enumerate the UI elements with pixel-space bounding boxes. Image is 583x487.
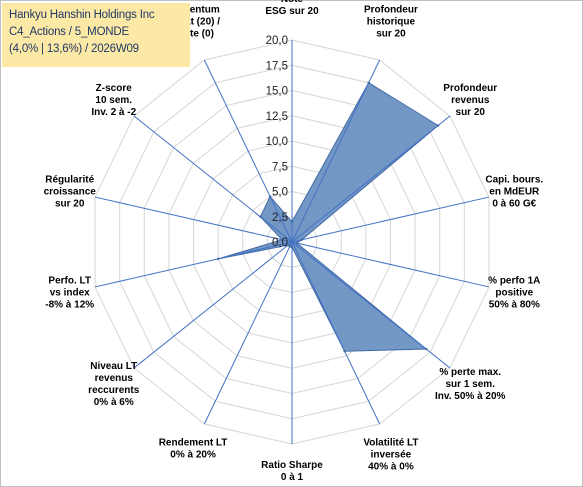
axis-label-line: Profondeur (364, 5, 418, 16)
axis-label-line: sur 20 (376, 29, 406, 40)
axis-spoke (203, 241, 293, 425)
axis-label-line: % perte max. (439, 367, 501, 378)
tick-label: 15,0 (266, 86, 288, 98)
data-point (425, 347, 428, 351)
axis-label: Z-score 10 sem. Inv. 2 à -2 (91, 83, 136, 118)
axis-spoke (291, 196, 490, 243)
axis-label-line: en MdEUR (489, 186, 540, 197)
axis-spoke (291, 241, 451, 369)
axis-label-line: 10 sem. (95, 95, 132, 106)
chart-title-line-3: (4,0% | 13,6%) / 2026W09 (9, 43, 139, 55)
data-point (295, 241, 299, 245)
axis-label: Niveau LT revenus reccurents 0% à 6% (88, 361, 140, 408)
series-polygon (218, 82, 439, 352)
axis-label-line: historique (367, 17, 416, 28)
axis-label-line: vs index (50, 288, 90, 299)
axis-label-line: Volatilité LT (363, 437, 418, 448)
tick-label: 7,5 (272, 161, 288, 173)
data-point (290, 220, 294, 223)
tick-label: 17,5 (266, 60, 288, 72)
axis-label-line: 0 à 1 (281, 472, 304, 483)
axis-label-line: Note (281, 0, 304, 5)
axis-label: Momentum Achat (20) / Vente (0) (166, 5, 220, 40)
data-point (216, 257, 220, 261)
axis-spoke (94, 196, 293, 243)
data-point (436, 124, 440, 127)
axis-spoke (133, 115, 293, 243)
axis-label: Profondeur revenus sur 20 (443, 83, 497, 118)
tick-label: 5,0 (272, 187, 288, 199)
data-point (280, 238, 284, 241)
axis-label: NoteESG sur 20 (265, 0, 319, 17)
chart-title-box: Hankyu Hanshin Holdings Inc C4_Actions /… (2, 3, 190, 67)
data-point (290, 245, 294, 249)
axis-spoke (291, 115, 451, 243)
axis-label: % perfo 1A positive 50% à 80% (488, 276, 540, 311)
axis-label: Capi. bours. en MdEUR 0 à 60 G€ (485, 174, 543, 209)
data-point (268, 195, 272, 198)
axis-label-line: Z-score (96, 83, 133, 94)
axis-label-line: croissance (44, 186, 97, 197)
data-point (343, 349, 346, 353)
axis-spoke (133, 241, 293, 369)
data-point (259, 215, 262, 219)
data-point (300, 238, 304, 241)
axis-label: Profondeur historique sur 20 (364, 5, 418, 40)
axis-label-line: sur 20 (55, 198, 85, 209)
tick-label: 10,0 (266, 136, 288, 148)
axis-label: Régularité croissance sur 20 (44, 174, 97, 209)
axis-label-line: 50% à 80% (489, 300, 540, 311)
axis-label-line: Ratio Sharpe (261, 460, 323, 471)
axis-label-line: Inv. 2 à -2 (91, 107, 136, 118)
axis-label-line: Profondeur (443, 83, 497, 94)
axis-label-line: -8% à 12% (45, 300, 94, 311)
axis-spoke (94, 241, 293, 288)
axis-label-line: reccurents (88, 385, 140, 396)
axis-label-line: Capi. bours. (485, 174, 543, 185)
axis-label-line: 40% à 0% (368, 461, 414, 472)
axis-spoke (291, 241, 490, 288)
chart-title-line-2: C4_Actions / 5_MONDE (9, 26, 129, 38)
axis-label-line: Achat (20) / (166, 17, 220, 28)
axis-spoke (203, 59, 293, 243)
axis-spoke (291, 59, 381, 243)
axis-label-line: Momentum (166, 5, 219, 16)
axis-label-line: 0 à 60 G€ (492, 198, 536, 209)
axis-label-line: inversée (371, 449, 412, 460)
tick-label: 0,0 (272, 237, 288, 249)
axis-label: Ratio Sharpe 0 à 1 (261, 460, 323, 483)
axis-label: Rendement LT 0% à 20% (159, 437, 228, 460)
data-point (288, 245, 292, 248)
axis-label: Perfo. LT vs index -8% à 12% (45, 276, 94, 311)
axis-label: % perte max. sur 1 sem. Inv. 50% à 20% (435, 367, 506, 402)
tick-label: 2,5 (272, 212, 288, 224)
axis-label-line: revenus (95, 373, 134, 384)
data-point (367, 81, 370, 84)
axis-label-line: ESG sur 20 (265, 6, 319, 17)
axis-spoke (291, 241, 381, 425)
axis-label-line: sur 1 sem. (446, 379, 496, 390)
tick-label: 12,5 (266, 111, 288, 123)
data-point (286, 243, 290, 247)
axis-label-line: revenus (451, 95, 490, 106)
chart-title-line-1: Hankyu Hanshin Holdings Inc (9, 9, 155, 21)
axis-label-line: Régularité (45, 174, 94, 185)
axis-label-line: positive (495, 288, 533, 299)
axis-label-line: % perfo 1A (488, 276, 540, 287)
axis-label-line: 0% à 6% (94, 397, 134, 408)
axis-label-line: Vente (0) (172, 29, 214, 40)
axis-label-line: Perfo. LT (48, 276, 91, 287)
axis-label-line: 0% à 20% (170, 449, 216, 460)
axis-label-line: sur 20 (456, 107, 486, 118)
axis-label-line: Rendement LT (159, 437, 228, 448)
axis-label: Volatilité LT inversée 40% à 0% (363, 437, 418, 472)
axis-label-line: Niveau LT (90, 361, 137, 372)
tick-label: 20,0 (266, 35, 288, 47)
axis-label-line: Inv. 50% à 20% (435, 391, 506, 402)
